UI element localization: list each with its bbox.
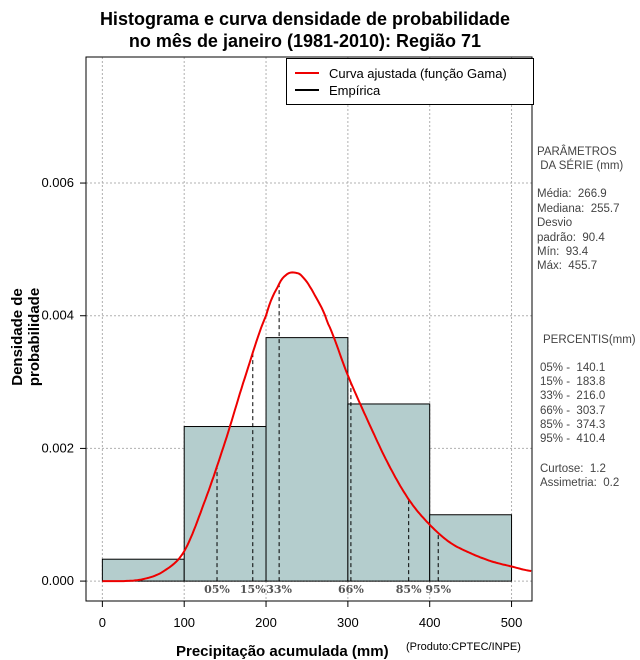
param-media: Média: 266.9	[537, 188, 607, 200]
param-max: Máx: 455.7	[537, 260, 598, 272]
params-title-2: DA SÉRIE (mm)	[537, 160, 624, 172]
histogram-bar-0	[101, 558, 185, 582]
chart-title-line-1: Histograma e curva densidade de probabil…	[99, 9, 511, 29]
legend-item-empirical: Empírica	[295, 82, 380, 98]
credit-text: (Produto:CPTEC/INPE)	[406, 641, 521, 653]
percentil-66: 66% - 303.7	[540, 405, 606, 417]
y-tick-label-0: 0.000	[41, 573, 74, 588]
x-tick-label-3: 300	[337, 615, 359, 630]
percentile-label-15%: 15%	[240, 583, 266, 596]
histogram-bar-2	[265, 337, 349, 582]
param-desvio-1: Desvio	[537, 217, 573, 229]
legend-swatch-fitted	[295, 72, 319, 74]
param-desvio-2: padrão: 90.4	[537, 232, 605, 244]
percentil-15: 15% - 183.8	[540, 376, 606, 388]
legend-label-empirical: Empírica	[329, 82, 381, 98]
percentis-title: PERCENTIS(mm)	[543, 334, 636, 346]
legend: Curva ajustada (função Gama) Empírica	[286, 58, 534, 105]
param-mediana: Mediana: 255.7	[537, 203, 620, 215]
histogram-bar-3	[347, 403, 431, 582]
x-tick-label-0: 0	[99, 615, 106, 630]
y-tick-label-1: 0.002	[41, 440, 74, 455]
param-min: Mín: 93.4	[537, 246, 589, 258]
legend-item-fitted: Curva ajustada (função Gama)	[295, 65, 507, 81]
percentile-label-05%: 05%	[204, 583, 230, 596]
stat-curtose: Curtose: 1.2	[540, 463, 606, 475]
histogram-bar-4	[429, 514, 513, 582]
chart-title-line-2: no mês de janeiro (1981-2010): Região 71	[128, 31, 482, 51]
x-tick-label-4: 400	[419, 615, 441, 630]
x-tick-label-2: 200	[255, 615, 277, 630]
legend-swatch-empirical	[295, 89, 319, 91]
percentil-95: 95% - 410.4	[540, 433, 606, 445]
y-axis-label: Densidade de probabilidade	[9, 287, 43, 387]
histogram-bar-1	[183, 426, 267, 582]
percentil-85: 85% - 374.3	[540, 419, 606, 431]
x-tick-label-1: 100	[173, 615, 195, 630]
percentile-label-95%: 95%	[425, 583, 451, 596]
percentile-label-66%: 66%	[338, 583, 364, 596]
percentil-33: 33% - 216.0	[540, 390, 606, 402]
percentile-label-33%: 33%	[266, 583, 292, 596]
x-axis-label: Precipitação acumulada (mm)	[176, 643, 389, 660]
y-tick-label-2: 0.004	[41, 308, 74, 323]
y-tick-label-3: 0.006	[41, 175, 74, 190]
percentile-label-85%: 85%	[396, 583, 422, 596]
x-tick-label-5: 500	[501, 615, 523, 630]
legend-label-fitted: Curva ajustada (função Gama)	[329, 65, 507, 81]
percentil-05: 05% - 140.1	[540, 362, 606, 374]
stat-assimetria: Assimetria: 0.2	[540, 477, 620, 489]
params-title-1: PARÂMETROS	[537, 146, 617, 158]
fitted-curve-line	[102, 271, 532, 583]
